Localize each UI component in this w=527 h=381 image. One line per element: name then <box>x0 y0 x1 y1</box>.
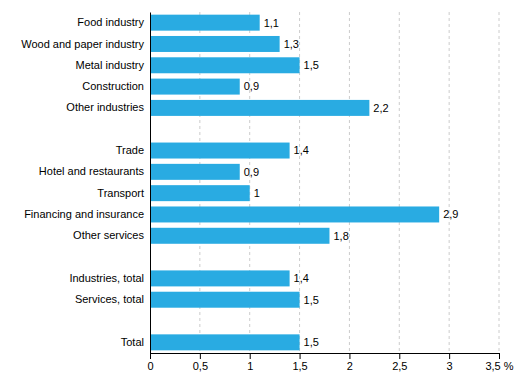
data-label: 1,5 <box>304 294 319 306</box>
bars <box>150 15 439 351</box>
y-tick: Metal industry <box>76 59 145 71</box>
x-tick: 0 <box>147 353 153 372</box>
y-tick-label: Industries, total <box>69 272 144 284</box>
x-tick-mark <box>150 353 151 359</box>
bar <box>150 15 260 31</box>
grid-line <box>449 12 450 353</box>
bar <box>150 185 250 201</box>
grid-line <box>499 12 500 353</box>
bar <box>150 143 290 159</box>
bar <box>150 36 280 52</box>
x-tick-mark <box>250 353 251 359</box>
y-tick-label: Trade <box>116 144 144 156</box>
x-tick: 2,5 <box>392 353 407 372</box>
x-tick-label: 1,5 <box>292 360 307 372</box>
y-tick: Services, total <box>75 293 144 305</box>
y-tick: Other services <box>73 229 144 241</box>
x-tick-label: 3 <box>447 360 453 372</box>
data-label: 1,1 <box>264 17 279 29</box>
x-tick-label: 3,5 % <box>485 360 513 372</box>
x-tick-mark <box>499 353 500 359</box>
plot-area: 1,1 1,3 1,5 0,9 2,2 1,4 0,9 1 2,9 1,8 1,4 1,5 1,5 0 0,… <box>21 12 513 372</box>
data-labels: 1,1 1,3 1,5 0,9 2,2 1,4 0,9 1 2,9 1,8 1,4 1,5 1,5 <box>244 17 459 349</box>
y-tick-label: Other services <box>73 229 144 241</box>
bar <box>150 228 329 244</box>
x-tick-mark <box>399 353 400 359</box>
data-label: 1,5 <box>304 336 319 348</box>
x-tick-mark <box>449 353 450 359</box>
bar <box>150 206 439 222</box>
x-axis-line <box>151 354 500 360</box>
x-tick-label: 0,5 <box>193 360 208 372</box>
y-tick-label: Financing and insurance <box>24 208 144 220</box>
y-tick-label: Wood and paper industry <box>21 37 144 49</box>
x-tick-label: 2 <box>347 360 353 372</box>
bar <box>150 57 300 73</box>
x-tick: 2 <box>347 353 353 372</box>
chart-container: 1,1 1,3 1,5 0,9 2,2 1,4 0,9 1 2,9 1,8 1,4 1,5 1,5 0 0,… <box>0 0 527 381</box>
x-tick: 3 <box>447 353 453 372</box>
y-tick-label: Hotel and restaurants <box>39 165 145 177</box>
y-tick: Wood and paper industry <box>21 37 144 49</box>
x-tick-mark <box>300 353 301 359</box>
y-tick: Total <box>121 336 144 348</box>
x-tick: 1 <box>247 353 253 372</box>
y-tick: Other industries <box>66 101 144 113</box>
y-tick-label: Total <box>121 336 144 348</box>
x-tick-mark <box>200 353 201 359</box>
y-tick-label: Metal industry <box>76 59 145 71</box>
y-tick-label: Other industries <box>66 101 144 113</box>
x-tick: 3,5 % <box>485 353 513 372</box>
x-tick: 1,5 <box>292 353 307 372</box>
data-label: 2,9 <box>443 208 458 220</box>
y-tick: Trade <box>116 144 144 156</box>
bar <box>150 79 240 95</box>
bar <box>150 164 240 180</box>
data-label: 1,5 <box>304 59 319 71</box>
x-axis: 0 0,5 1 1,5 2 2,5 3 3,5 % <box>147 353 513 372</box>
chart-svg: 1,1 1,3 1,5 0,9 2,2 1,4 0,9 1 2,9 1,8 1,4 1,5 1,5 0 0,… <box>0 0 527 381</box>
y-tick: Transport <box>97 187 144 199</box>
data-label: 2,2 <box>373 102 388 114</box>
data-label: 1,4 <box>294 144 309 156</box>
data-label: 1,4 <box>294 272 309 284</box>
bar <box>150 270 290 286</box>
data-label: 0,9 <box>244 166 259 178</box>
y-tick-label: Construction <box>82 80 144 92</box>
y-tick: Hotel and restaurants <box>39 165 145 177</box>
data-label: 1,3 <box>284 38 299 50</box>
x-tick-label: 1 <box>247 360 253 372</box>
x-tick-label: 0 <box>147 360 153 372</box>
grid-line <box>349 12 350 353</box>
y-tick: Financing and insurance <box>24 208 144 220</box>
bar <box>150 100 369 116</box>
y-tick: Industries, total <box>69 272 144 284</box>
grid-line <box>399 12 400 353</box>
bar <box>150 334 300 350</box>
y-tick-label: Transport <box>97 187 144 199</box>
bar <box>150 292 300 308</box>
data-label: 1,8 <box>333 230 348 242</box>
x-tick-mark <box>349 353 350 359</box>
x-tick: 0,5 <box>193 353 208 372</box>
y-tick: Construction <box>82 80 144 92</box>
y-tick: Food industry <box>77 16 144 28</box>
x-tick-label: 2,5 <box>392 360 407 372</box>
y-tick-label: Food industry <box>77 16 144 28</box>
y-tick-label: Services, total <box>75 293 144 305</box>
data-label: 1 <box>254 187 260 199</box>
y-axis-line <box>150 13 151 354</box>
y-axis: Food industry Wood and paper industry Meta… <box>21 13 150 354</box>
data-label: 0,9 <box>244 80 259 92</box>
